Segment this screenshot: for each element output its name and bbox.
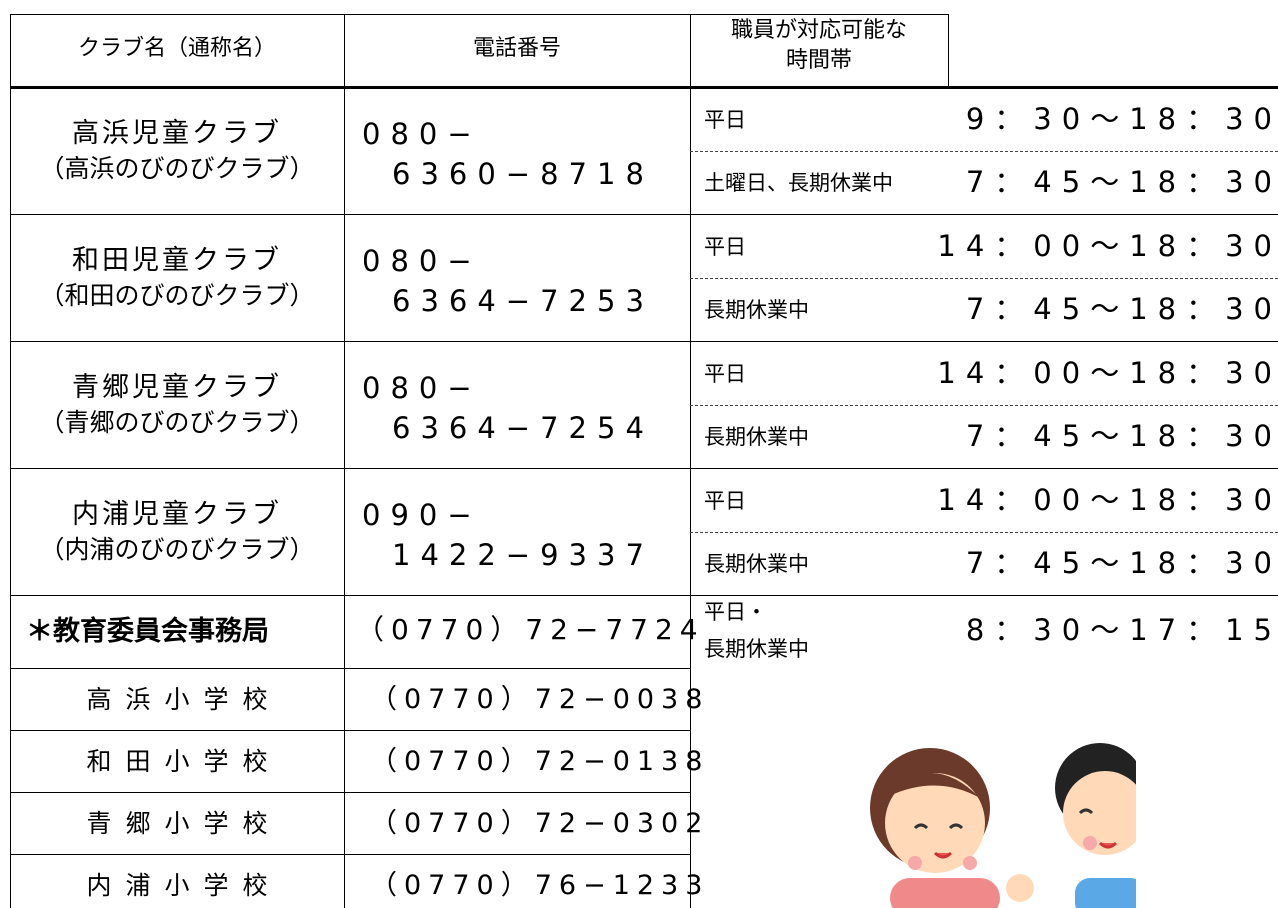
hours-label: 長期休業中: [704, 637, 809, 661]
hours-time: 7：45〜18：30: [965, 165, 1278, 199]
school-phone: （0770）72−0302: [370, 808, 710, 839]
hours-time: 14：00〜18：30: [937, 356, 1278, 390]
rule: [948, 14, 949, 86]
header-cell: 時間帯: [785, 48, 852, 73]
hours-label: 長期休業中: [704, 298, 809, 322]
dashed-rule: [690, 151, 1278, 152]
school-name: 青郷小学校: [86, 809, 282, 838]
hours-label: 平日: [704, 235, 746, 259]
rule: [10, 214, 1278, 215]
club-name: 和田児童クラブ: [72, 245, 282, 276]
hours-label: 平日: [704, 362, 746, 386]
club-name: 青郷児童クラブ: [72, 372, 282, 403]
school-name: 和田小学校: [86, 747, 282, 776]
hours-label: 平日・: [704, 600, 767, 624]
header-cell: クラブ名（通称名）: [77, 36, 276, 61]
hours-time: 8：30〜17：15: [965, 613, 1278, 647]
phone: 6360−8718: [392, 157, 654, 191]
hours-label: 長期休業中: [704, 552, 809, 576]
hours-time: 14：00〜18：30: [937, 229, 1278, 263]
phone: 080−: [362, 371, 482, 405]
rule: [10, 854, 690, 855]
club-alias: （和田のびのびクラブ）: [39, 281, 315, 310]
rule: [344, 14, 345, 908]
rule: [690, 14, 691, 908]
rule: [10, 341, 1278, 342]
hours-time: 7：45〜18：30: [965, 419, 1278, 453]
school-phone: （0770）76−1233: [370, 870, 710, 901]
club-alias: （内浦のびのびクラブ）: [39, 535, 315, 564]
rule: [10, 730, 690, 731]
header-cell: 職員が対応可能な: [730, 18, 907, 43]
rule: [10, 86, 1278, 89]
phone: 090−: [362, 498, 482, 532]
phone: 080−: [362, 244, 482, 278]
phone: 6364−7254: [392, 411, 654, 445]
school-phone: （0770）72−0138: [370, 746, 710, 777]
dashed-rule: [690, 278, 1278, 279]
club-alias: （青郷のびのびクラブ）: [39, 408, 315, 437]
office-name: ＊教育委員会事務局: [26, 616, 269, 647]
rule: [10, 792, 690, 793]
hours-label: 長期休業中: [704, 425, 809, 449]
illustration: [870, 728, 1140, 908]
hours-time: 14：00〜18：30: [937, 483, 1278, 517]
hours-label: 平日: [704, 108, 746, 132]
phone: 6364−7253: [392, 284, 654, 318]
hours-time: 7：45〜18：30: [965, 292, 1278, 326]
phone: 080−: [362, 117, 482, 151]
rule: [10, 14, 11, 908]
school-name: 高浜小学校: [86, 685, 282, 714]
phone: 1422−9337: [392, 538, 654, 572]
club-alias: （高浜のびのびクラブ）: [39, 154, 315, 183]
dashed-rule: [690, 405, 1278, 406]
school-name: 内浦小学校: [86, 871, 282, 900]
hours-label: 土曜日、長期休業中: [704, 171, 893, 195]
club-name: 高浜児童クラブ: [72, 118, 282, 149]
club-name: 内浦児童クラブ: [72, 499, 282, 530]
rule: [10, 595, 1278, 596]
school-phone: （0770）72−0038: [370, 684, 710, 715]
office-phone: （0770）72−7724: [356, 613, 705, 646]
dashed-rule: [690, 532, 1278, 533]
rule: [10, 468, 1278, 469]
hours-time: 9：30〜18：30: [965, 102, 1278, 136]
rule: [10, 14, 948, 15]
hours-label: 平日: [704, 489, 746, 513]
header-cell: 電話番号: [472, 36, 561, 61]
rule: [10, 668, 690, 669]
hours-time: 7：45〜18：30: [965, 546, 1278, 580]
